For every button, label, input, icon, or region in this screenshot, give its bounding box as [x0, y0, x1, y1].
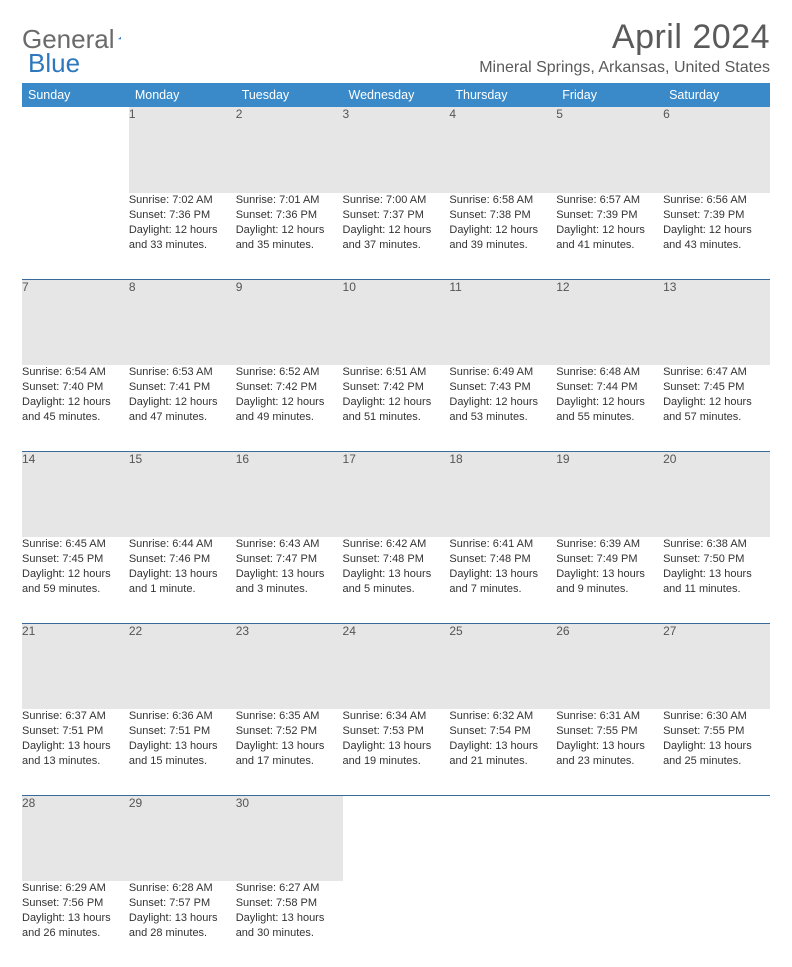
day-cell: Sunrise: 6:58 AM Sunset: 7:38 PM Dayligh… — [449, 193, 556, 279]
day-number: 27 — [663, 623, 770, 709]
day-cell — [449, 881, 556, 967]
daynum-row: 78910111213 — [22, 279, 770, 365]
weekday-header-row: Sunday Monday Tuesday Wednesday Thursday… — [22, 83, 770, 107]
weekday-header: Saturday — [663, 83, 770, 107]
day-number: 21 — [22, 623, 129, 709]
day-cell: Sunrise: 7:02 AM Sunset: 7:36 PM Dayligh… — [129, 193, 236, 279]
logo-text-blue: Blue — [28, 48, 80, 79]
daynum-row: 14151617181920 — [22, 451, 770, 537]
day-number: 7 — [22, 279, 129, 365]
day-cell: Sunrise: 6:35 AM Sunset: 7:52 PM Dayligh… — [236, 709, 343, 795]
day-cell: Sunrise: 6:32 AM Sunset: 7:54 PM Dayligh… — [449, 709, 556, 795]
daynum-row: 21222324252627 — [22, 623, 770, 709]
day-number: 14 — [22, 451, 129, 537]
day-number: 12 — [556, 279, 663, 365]
day-cell: Sunrise: 6:43 AM Sunset: 7:47 PM Dayligh… — [236, 537, 343, 623]
day-number: 25 — [449, 623, 556, 709]
day-cell: Sunrise: 6:53 AM Sunset: 7:41 PM Dayligh… — [129, 365, 236, 451]
day-number — [449, 795, 556, 881]
daynum-row: 282930 — [22, 795, 770, 881]
day-body-row: Sunrise: 7:02 AM Sunset: 7:36 PM Dayligh… — [22, 193, 770, 279]
day-number: 19 — [556, 451, 663, 537]
day-number — [22, 107, 129, 193]
day-cell: Sunrise: 6:45 AM Sunset: 7:45 PM Dayligh… — [22, 537, 129, 623]
day-number: 3 — [343, 107, 450, 193]
day-cell: Sunrise: 6:34 AM Sunset: 7:53 PM Dayligh… — [343, 709, 450, 795]
calendar-body: 123456Sunrise: 7:02 AM Sunset: 7:36 PM D… — [22, 107, 770, 967]
day-body-row: Sunrise: 6:45 AM Sunset: 7:45 PM Dayligh… — [22, 537, 770, 623]
day-cell: Sunrise: 6:30 AM Sunset: 7:55 PM Dayligh… — [663, 709, 770, 795]
day-number: 10 — [343, 279, 450, 365]
day-cell: Sunrise: 6:56 AM Sunset: 7:39 PM Dayligh… — [663, 193, 770, 279]
day-number: 29 — [129, 795, 236, 881]
day-number: 15 — [129, 451, 236, 537]
day-number: 30 — [236, 795, 343, 881]
day-cell: Sunrise: 7:01 AM Sunset: 7:36 PM Dayligh… — [236, 193, 343, 279]
header: General April 2024 Mineral Springs, Arka… — [22, 18, 770, 77]
day-cell: Sunrise: 6:38 AM Sunset: 7:50 PM Dayligh… — [663, 537, 770, 623]
day-cell: Sunrise: 7:00 AM Sunset: 7:37 PM Dayligh… — [343, 193, 450, 279]
location: Mineral Springs, Arkansas, United States — [479, 59, 770, 77]
day-number: 9 — [236, 279, 343, 365]
day-cell: Sunrise: 6:57 AM Sunset: 7:39 PM Dayligh… — [556, 193, 663, 279]
day-number — [556, 795, 663, 881]
calendar-table: Sunday Monday Tuesday Wednesday Thursday… — [22, 83, 770, 967]
day-number: 1 — [129, 107, 236, 193]
weekday-header: Friday — [556, 83, 663, 107]
day-cell: Sunrise: 6:37 AM Sunset: 7:51 PM Dayligh… — [22, 709, 129, 795]
weekday-header: Tuesday — [236, 83, 343, 107]
weekday-header: Monday — [129, 83, 236, 107]
day-cell: Sunrise: 6:29 AM Sunset: 7:56 PM Dayligh… — [22, 881, 129, 967]
day-number: 6 — [663, 107, 770, 193]
day-cell: Sunrise: 6:39 AM Sunset: 7:49 PM Dayligh… — [556, 537, 663, 623]
weekday-header: Wednesday — [343, 83, 450, 107]
day-cell — [343, 881, 450, 967]
day-number — [343, 795, 450, 881]
day-number: 28 — [22, 795, 129, 881]
day-cell — [663, 881, 770, 967]
day-body-row: Sunrise: 6:29 AM Sunset: 7:56 PM Dayligh… — [22, 881, 770, 967]
day-number: 8 — [129, 279, 236, 365]
day-cell: Sunrise: 6:49 AM Sunset: 7:43 PM Dayligh… — [449, 365, 556, 451]
day-number: 4 — [449, 107, 556, 193]
day-cell: Sunrise: 6:51 AM Sunset: 7:42 PM Dayligh… — [343, 365, 450, 451]
day-cell: Sunrise: 6:27 AM Sunset: 7:58 PM Dayligh… — [236, 881, 343, 967]
day-number: 22 — [129, 623, 236, 709]
day-cell: Sunrise: 6:41 AM Sunset: 7:48 PM Dayligh… — [449, 537, 556, 623]
day-cell: Sunrise: 6:42 AM Sunset: 7:48 PM Dayligh… — [343, 537, 450, 623]
day-cell: Sunrise: 6:36 AM Sunset: 7:51 PM Dayligh… — [129, 709, 236, 795]
day-body-row: Sunrise: 6:37 AM Sunset: 7:51 PM Dayligh… — [22, 709, 770, 795]
title-block: April 2024 Mineral Springs, Arkansas, Un… — [479, 18, 770, 77]
day-cell: Sunrise: 6:28 AM Sunset: 7:57 PM Dayligh… — [129, 881, 236, 967]
day-cell: Sunrise: 6:52 AM Sunset: 7:42 PM Dayligh… — [236, 365, 343, 451]
day-cell: Sunrise: 6:31 AM Sunset: 7:55 PM Dayligh… — [556, 709, 663, 795]
day-cell: Sunrise: 6:47 AM Sunset: 7:45 PM Dayligh… — [663, 365, 770, 451]
weekday-header: Sunday — [22, 83, 129, 107]
day-number: 20 — [663, 451, 770, 537]
day-number: 23 — [236, 623, 343, 709]
day-number: 5 — [556, 107, 663, 193]
day-number: 17 — [343, 451, 450, 537]
day-number: 18 — [449, 451, 556, 537]
day-number: 13 — [663, 279, 770, 365]
day-cell — [22, 193, 129, 279]
day-number: 16 — [236, 451, 343, 537]
weekday-header: Thursday — [449, 83, 556, 107]
day-cell — [556, 881, 663, 967]
day-body-row: Sunrise: 6:54 AM Sunset: 7:40 PM Dayligh… — [22, 365, 770, 451]
day-cell: Sunrise: 6:44 AM Sunset: 7:46 PM Dayligh… — [129, 537, 236, 623]
logo-triangle-icon — [118, 28, 121, 48]
day-number — [663, 795, 770, 881]
daynum-row: 123456 — [22, 107, 770, 193]
day-cell: Sunrise: 6:48 AM Sunset: 7:44 PM Dayligh… — [556, 365, 663, 451]
day-number: 2 — [236, 107, 343, 193]
month-title: April 2024 — [479, 18, 770, 57]
day-cell: Sunrise: 6:54 AM Sunset: 7:40 PM Dayligh… — [22, 365, 129, 451]
day-number: 11 — [449, 279, 556, 365]
day-number: 26 — [556, 623, 663, 709]
day-number: 24 — [343, 623, 450, 709]
